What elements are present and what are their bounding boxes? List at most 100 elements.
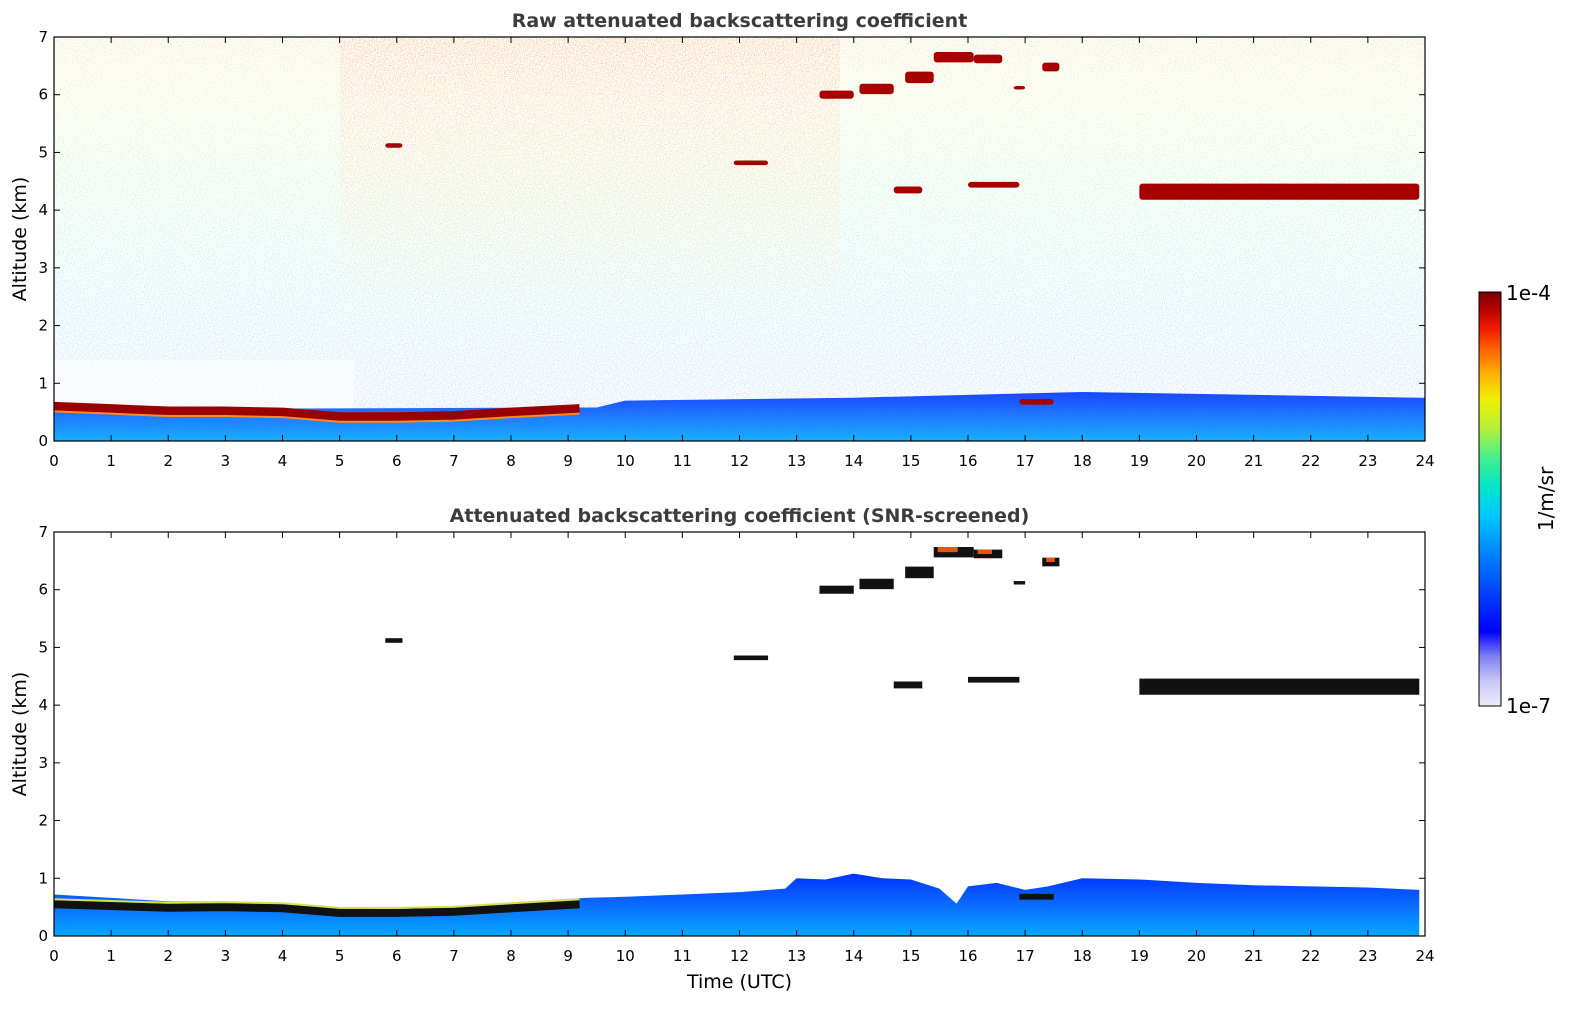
snr-cloud xyxy=(859,578,894,590)
y-tick-label: 0 xyxy=(38,927,48,945)
x-tick-label: 8 xyxy=(506,452,516,470)
raw-cloud xyxy=(385,143,403,148)
snr-cloud-top xyxy=(1046,557,1055,563)
x-tick-label: 21 xyxy=(1244,452,1263,470)
raw-cloud xyxy=(905,71,934,84)
x-tick-label: 10 xyxy=(616,452,635,470)
snr-cloud-top xyxy=(937,547,958,553)
x-tick-label: 4 xyxy=(278,947,288,965)
x-tick-label: 15 xyxy=(901,947,920,965)
snr-screened-panel: Attenuated backscattering coefficient (S… xyxy=(9,505,1435,993)
raw-cloud xyxy=(933,52,974,63)
x-tick-label: 0 xyxy=(49,452,59,470)
x-tick-label: 20 xyxy=(1187,947,1206,965)
snr-cloud xyxy=(819,585,854,594)
colorbar-unit-label: 1/m/sr xyxy=(1534,466,1558,531)
raw-panel-title: Raw attenuated backscattering coefficien… xyxy=(512,10,968,32)
x-tick-label: 9 xyxy=(563,452,573,470)
x-tick-label: 1 xyxy=(106,947,116,965)
raw-cloud xyxy=(893,186,923,194)
y-tick-label: 1 xyxy=(38,374,48,392)
y-tick-label: 4 xyxy=(38,696,48,714)
y-tick-label: 7 xyxy=(38,28,48,46)
y-tick-label: 2 xyxy=(38,317,48,335)
y-tick-label: 3 xyxy=(38,754,48,772)
x-tick-label: 12 xyxy=(730,947,749,965)
x-tick-label: 16 xyxy=(958,452,977,470)
snr-boundary-layer xyxy=(54,873,1420,936)
x-axis-label: Time (UTC) xyxy=(686,971,792,993)
x-tick-label: 10 xyxy=(616,947,635,965)
y-tick-label: 2 xyxy=(38,812,48,830)
x-tick-label: 5 xyxy=(335,947,345,965)
raw-heatmap xyxy=(54,37,1425,441)
colorbar-max-label: 1e-4 xyxy=(1506,281,1551,305)
colorbar-gradient xyxy=(1478,291,1502,707)
x-tick-label: 1 xyxy=(106,452,116,470)
snr-cloud xyxy=(1019,893,1054,900)
x-tick-label: 22 xyxy=(1301,452,1320,470)
y-tick-label: 0 xyxy=(38,432,48,450)
raw-cloud xyxy=(1019,398,1054,405)
x-tick-label: 14 xyxy=(844,947,863,965)
raw-cloud xyxy=(1139,183,1420,200)
x-tick-label: 9 xyxy=(563,947,573,965)
y-tick-label: 7 xyxy=(38,523,48,541)
snr-cloud xyxy=(968,676,1020,683)
snr-cloud xyxy=(733,655,769,661)
x-tick-label: 7 xyxy=(449,947,459,965)
colorbar: 1e-4 1e-7 1/m/sr xyxy=(1478,281,1558,718)
snr-panel-title: Attenuated backscattering coefficient (S… xyxy=(450,505,1030,527)
x-tick-label: 11 xyxy=(673,452,692,470)
x-tick-label: 22 xyxy=(1301,947,1320,965)
x-tick-label: 3 xyxy=(221,452,231,470)
x-tick-label: 3 xyxy=(221,947,231,965)
snr-band-edge xyxy=(54,898,580,909)
x-tick-label: 13 xyxy=(787,452,806,470)
raw-cloud xyxy=(819,90,854,99)
raw-cloud xyxy=(1042,62,1060,72)
y-tick-label: 3 xyxy=(38,259,48,277)
x-tick-label: 6 xyxy=(392,947,402,965)
x-tick-label: 5 xyxy=(335,452,345,470)
snr-dark-band xyxy=(54,900,580,917)
x-tick-label: 4 xyxy=(278,452,288,470)
snr-cloud xyxy=(1013,581,1026,585)
x-tick-label: 2 xyxy=(163,947,173,965)
snr-y-axis-label: Altitude (km) xyxy=(9,672,31,797)
x-tick-label: 0 xyxy=(49,947,59,965)
y-tick-label: 6 xyxy=(38,581,48,599)
x-tick-label: 8 xyxy=(506,947,516,965)
y-tick-label: 1 xyxy=(38,869,48,887)
snr-cloud-top xyxy=(977,549,992,554)
colorbar-min-label: 1e-7 xyxy=(1506,694,1551,718)
x-tick-label: 6 xyxy=(392,452,402,470)
x-tick-label: 14 xyxy=(844,452,863,470)
x-tick-label: 21 xyxy=(1244,947,1263,965)
raw-cloud xyxy=(733,160,769,166)
x-tick-label: 20 xyxy=(1187,452,1206,470)
y-tick-label: 6 xyxy=(38,86,48,104)
x-tick-label: 2 xyxy=(163,452,173,470)
x-tick-label: 23 xyxy=(1358,452,1377,470)
x-tick-label: 18 xyxy=(1073,947,1092,965)
raw-cloud xyxy=(973,54,1003,64)
snr-axes: 0 1 2 3 4 5 6 7 8 9 10 11 12 13 14 15 16 17 18 19 20 21 22 23 24… xyxy=(38,523,1434,965)
raw-cloud xyxy=(859,83,894,95)
raw-bl-cloud-layer xyxy=(54,401,580,422)
snr-clouds xyxy=(385,547,1420,900)
snr-cloud xyxy=(1139,678,1420,695)
raw-cloud xyxy=(1013,86,1026,90)
raw-boundary-layer xyxy=(54,391,1425,441)
x-tick-label: 13 xyxy=(787,947,806,965)
x-tick-label: 24 xyxy=(1415,452,1434,470)
x-tick-label: 19 xyxy=(1130,947,1149,965)
x-tick-label: 15 xyxy=(901,452,920,470)
snr-cloud xyxy=(1042,557,1060,567)
x-tick-label: 24 xyxy=(1415,947,1434,965)
snr-cloud xyxy=(385,638,403,643)
x-tick-label: 7 xyxy=(449,452,459,470)
x-tick-label: 19 xyxy=(1130,452,1149,470)
x-tick-label: 11 xyxy=(673,947,692,965)
